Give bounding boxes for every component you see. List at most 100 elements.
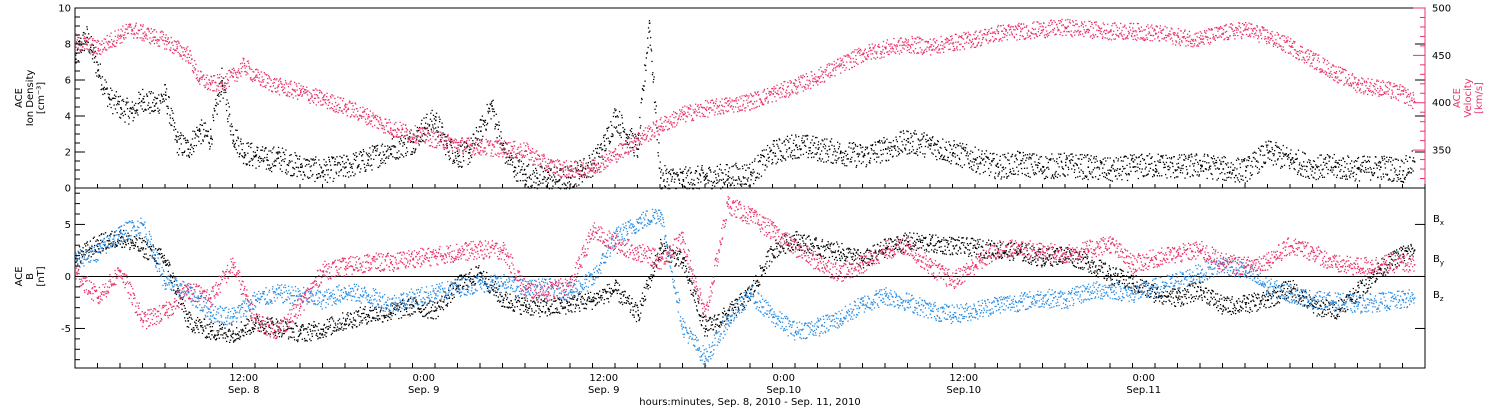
velocity-point bbox=[844, 65, 845, 66]
ion-density-point bbox=[731, 185, 732, 186]
ion-density-point bbox=[550, 170, 551, 171]
ion-density-point bbox=[939, 153, 940, 154]
ion-density-point bbox=[1249, 158, 1250, 159]
velocity-point bbox=[860, 49, 861, 50]
ion-density-point bbox=[140, 105, 141, 106]
ion-density-point bbox=[1221, 164, 1222, 165]
velocity-point bbox=[791, 89, 792, 90]
velocity-point bbox=[86, 48, 87, 49]
velocity-point bbox=[638, 132, 639, 133]
velocity-point bbox=[263, 79, 264, 80]
ion-density-point bbox=[255, 152, 256, 153]
ion-density-point bbox=[491, 103, 492, 104]
ion-density-point bbox=[217, 95, 218, 96]
ion-density-point bbox=[177, 152, 178, 153]
ion-density-point bbox=[912, 141, 913, 142]
velocity-point bbox=[437, 131, 438, 132]
ion-density-point bbox=[710, 171, 711, 172]
ion-density-point bbox=[1333, 167, 1334, 168]
ion-density-point bbox=[306, 164, 307, 165]
ion-density-point bbox=[668, 172, 669, 173]
ion-density-point bbox=[741, 183, 742, 184]
velocity-point bbox=[729, 98, 730, 99]
velocity-point bbox=[653, 123, 654, 124]
ion-density-point bbox=[791, 135, 792, 136]
ion-density-point bbox=[901, 131, 902, 132]
ion-density-point bbox=[1350, 163, 1351, 164]
ion-density-point bbox=[645, 65, 646, 66]
ion-density-point bbox=[444, 134, 445, 135]
velocity-point bbox=[737, 103, 738, 104]
velocity-point bbox=[418, 128, 419, 129]
ion-density-point bbox=[788, 156, 789, 157]
velocity-point bbox=[646, 138, 647, 139]
ion-density-point bbox=[400, 143, 401, 144]
ion-density-point bbox=[794, 155, 795, 156]
ion-density-point bbox=[101, 84, 102, 85]
ion-density-point bbox=[914, 153, 915, 154]
ion-density-point bbox=[376, 145, 377, 146]
ion-density-point bbox=[1193, 175, 1194, 176]
velocity-point bbox=[431, 142, 432, 143]
ion-density-point bbox=[797, 149, 798, 150]
ion-density-point bbox=[1081, 154, 1082, 155]
ion-density-point bbox=[1376, 165, 1377, 166]
ion-density-point bbox=[980, 163, 981, 164]
ion-density-point bbox=[441, 141, 442, 142]
ion-density-point bbox=[158, 94, 159, 95]
velocity-point bbox=[696, 110, 697, 111]
ion-density-point bbox=[1161, 175, 1162, 176]
ion-density-data-point bbox=[548, 177, 550, 179]
ion-density-point bbox=[902, 151, 903, 152]
ion-density-point bbox=[1411, 168, 1412, 169]
ion-density-point bbox=[667, 181, 668, 182]
ion-density-point bbox=[1202, 161, 1203, 162]
ion-density-point bbox=[290, 161, 291, 162]
velocity-point bbox=[699, 107, 700, 108]
ion-density-point bbox=[278, 147, 279, 148]
ion-density-point bbox=[1184, 154, 1185, 155]
velocity-point bbox=[100, 49, 101, 50]
velocity-point bbox=[343, 98, 344, 99]
velocity-point bbox=[268, 83, 269, 84]
velocity-point bbox=[846, 67, 847, 68]
velocity-point bbox=[584, 173, 585, 174]
ion-density-data-point bbox=[840, 152, 842, 154]
ion-density-data-point bbox=[458, 156, 460, 158]
velocity-point bbox=[420, 128, 421, 129]
ion-density-point bbox=[1121, 179, 1122, 180]
ion-density-point bbox=[1001, 170, 1002, 171]
ion-density-point bbox=[104, 79, 105, 80]
ion-density-point bbox=[1400, 178, 1401, 179]
ion-density-point bbox=[1347, 155, 1348, 156]
ion-density-point bbox=[471, 138, 472, 139]
ion-density-point bbox=[385, 158, 386, 159]
velocity-point bbox=[564, 162, 565, 163]
ion-density-point bbox=[616, 130, 617, 131]
ion-density-point bbox=[990, 171, 991, 172]
ion-density-point bbox=[1234, 167, 1235, 168]
ion-density-point bbox=[937, 144, 938, 145]
ion-density-point bbox=[1126, 165, 1127, 166]
velocity-point bbox=[805, 87, 806, 88]
velocity-point bbox=[687, 116, 688, 117]
velocity-point bbox=[354, 109, 355, 110]
ion-density-point bbox=[1071, 168, 1072, 169]
ion-density-point bbox=[1319, 169, 1320, 170]
ion-density-point bbox=[400, 153, 401, 154]
ion-density-point bbox=[836, 162, 837, 163]
velocity-point bbox=[380, 117, 381, 118]
ion-density-point bbox=[838, 148, 839, 149]
ion-density-point bbox=[268, 150, 269, 151]
ion-density-point bbox=[828, 156, 829, 157]
velocity-point bbox=[472, 145, 473, 146]
ion-density-point bbox=[717, 182, 718, 183]
ion-density-point bbox=[1191, 154, 1192, 155]
velocity-point bbox=[798, 85, 799, 86]
velocity-point bbox=[765, 100, 766, 101]
velocity-point bbox=[523, 155, 524, 156]
ion-density-data-point bbox=[278, 157, 280, 159]
velocity-point bbox=[440, 132, 441, 133]
velocity-point bbox=[213, 80, 214, 81]
ion-density-point bbox=[271, 167, 272, 168]
